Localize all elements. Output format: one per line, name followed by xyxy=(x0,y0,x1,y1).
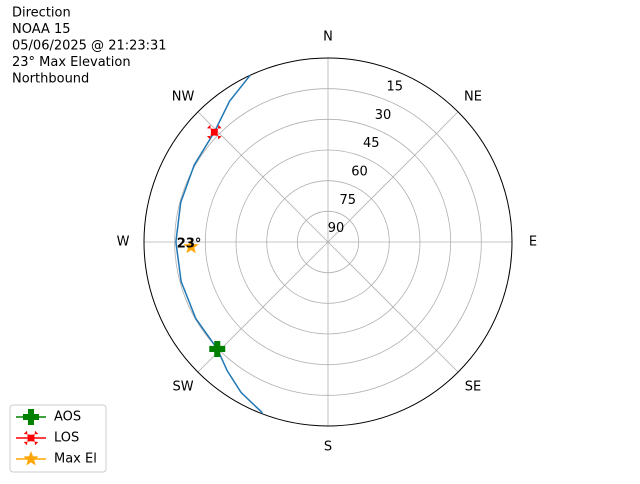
marker xyxy=(207,124,222,140)
legend: AOS LOS Max El xyxy=(9,404,107,473)
grid-spoke xyxy=(327,111,459,243)
theta-tick-label: E xyxy=(529,235,537,250)
theta-tick-label: N xyxy=(323,30,333,45)
polar-frame xyxy=(143,57,513,427)
header-line: 05/06/2025 @ 21:23:31 xyxy=(12,39,167,54)
header-line: Northbound xyxy=(12,72,89,87)
legend-marker xyxy=(23,430,39,446)
theta-tick-label: NW xyxy=(172,90,195,105)
r-tick-label: 90 xyxy=(328,221,345,236)
legend-label: AOS xyxy=(54,410,81,425)
legend-marker xyxy=(23,409,39,425)
legend-marker xyxy=(23,451,39,466)
marker xyxy=(209,340,226,357)
marker xyxy=(183,238,199,254)
theta-tick-label: S xyxy=(324,440,332,455)
theta-tick-label: SE xyxy=(465,379,481,394)
r-tick-label: 15 xyxy=(386,79,403,94)
grid-spoke xyxy=(197,111,329,243)
legend-label: LOS xyxy=(54,431,79,446)
theta-tick-label: NE xyxy=(464,90,482,105)
theta-tick-label: W xyxy=(117,235,130,250)
r-tick-label: 75 xyxy=(340,193,357,208)
header-line: Direction xyxy=(12,6,71,21)
r-tick-label: 30 xyxy=(375,108,392,123)
header-line: NOAA 15 xyxy=(12,22,71,37)
track-line xyxy=(175,74,263,414)
theta-tick-label: SW xyxy=(172,379,193,394)
grid-spoke xyxy=(327,241,459,373)
r-tick-label: 45 xyxy=(363,136,380,151)
legend-label: Max El xyxy=(54,452,97,467)
header-line: 23° Max Elevation xyxy=(12,55,131,70)
r-tick-label: 60 xyxy=(351,164,368,179)
value-label: 23° xyxy=(177,236,202,251)
